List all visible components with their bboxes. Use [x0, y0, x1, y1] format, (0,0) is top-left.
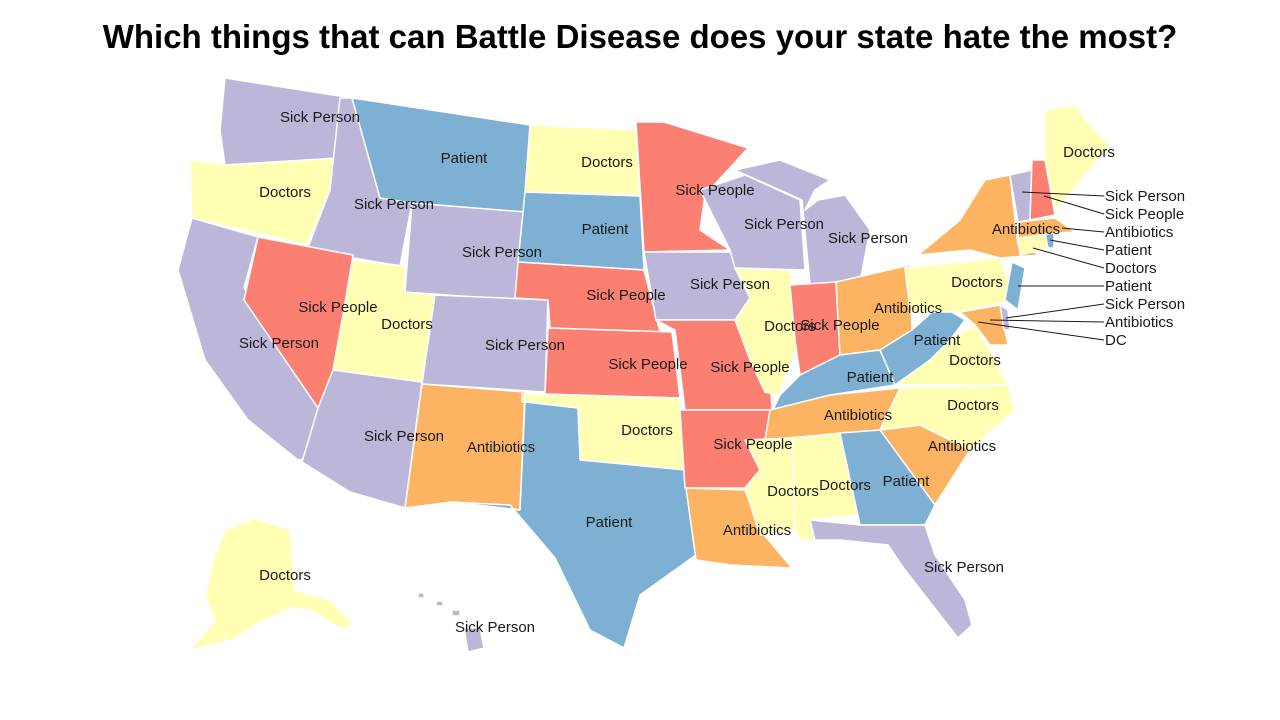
- state-label-LA: Antibiotics: [723, 522, 791, 539]
- state-TX[interactable]: [451, 401, 697, 649]
- state-label-MA: Antibiotics: [1105, 224, 1173, 241]
- state-label-TX: Patient: [586, 514, 634, 531]
- state-label-AK: Doctors: [259, 567, 311, 584]
- state-NJ[interactable]: [1004, 261, 1026, 311]
- state-AK[interactable]: [189, 517, 356, 651]
- state-FL[interactable]: [809, 519, 973, 639]
- state-shapes: [177, 77, 1111, 653]
- state-label-OR: Doctors: [259, 184, 311, 201]
- state-NY[interactable]: [917, 174, 1041, 259]
- state-label-MO: Sick People: [710, 359, 789, 376]
- state-label-WV: Patient: [914, 332, 962, 349]
- state-label-PA: Doctors: [951, 274, 1003, 291]
- state-ME[interactable]: [1044, 104, 1111, 211]
- state-PA[interactable]: [904, 257, 1016, 313]
- state-label-MI: Sick Person: [828, 230, 908, 247]
- state-label-GA: Patient: [883, 473, 931, 490]
- state-label-MS: Doctors: [767, 483, 819, 500]
- state-label-IA: Sick Person: [690, 276, 770, 293]
- state-label-MT: Patient: [441, 150, 489, 167]
- state-label-CA: Sick Person: [239, 335, 319, 352]
- state-label-TN: Antibiotics: [824, 407, 892, 424]
- state-label-VA: Doctors: [949, 352, 1001, 369]
- state-MD[interactable]: [959, 304, 1009, 346]
- state-label-NY: Antibiotics: [992, 221, 1060, 238]
- state-label-HI: Sick Person: [455, 619, 535, 636]
- state-label-UT: Doctors: [381, 316, 433, 333]
- state-label-NE: Sick People: [586, 287, 665, 304]
- state-label-FL: Sick Person: [924, 559, 1004, 576]
- state-label-RI: Patient: [1105, 242, 1153, 259]
- state-label-MN: Sick People: [675, 182, 754, 199]
- state-HI[interactable]: [417, 592, 485, 653]
- state-label-AR: Sick People: [713, 436, 792, 453]
- state-WV[interactable]: [879, 304, 966, 386]
- state-label-NV: Sick People: [298, 299, 377, 316]
- state-label-ME: Doctors: [1063, 144, 1115, 161]
- state-label-AZ: Sick Person: [364, 428, 444, 445]
- state-label-KS: Sick People: [608, 356, 687, 373]
- state-label-WA: Sick Person: [280, 109, 360, 126]
- state-label-ID: Sick Person: [354, 196, 434, 213]
- state-label-OH: Antibiotics: [874, 300, 942, 317]
- state-label-SC: Antibiotics: [928, 438, 996, 455]
- state-label-DC: DC: [1105, 332, 1127, 349]
- state-label-IL: Doctors: [764, 318, 816, 335]
- state-label-DE: Sick Person: [1105, 296, 1185, 313]
- state-label-WI: Sick Person: [744, 216, 824, 233]
- state-label-CO: Sick Person: [485, 337, 565, 354]
- state-label-OK: Doctors: [621, 422, 673, 439]
- state-label-AL: Doctors: [819, 477, 871, 494]
- state-label-NJ: Patient: [1105, 278, 1153, 295]
- page-title: Which things that can Battle Disease doe…: [102, 18, 1178, 55]
- state-label-MD: Antibiotics: [1105, 314, 1173, 331]
- state-NH[interactable]: [1029, 159, 1056, 221]
- leader-lines: [977, 191, 1105, 341]
- state-label-ND: Doctors: [581, 154, 633, 171]
- state-MI[interactable]: [734, 159, 871, 286]
- state-label-NM: Antibiotics: [467, 439, 535, 456]
- state-label-SD: Patient: [582, 221, 630, 238]
- state-DE[interactable]: [999, 304, 1011, 331]
- state-label-VT: Sick Person: [1105, 188, 1185, 205]
- state-label-CT: Doctors: [1105, 260, 1157, 277]
- state-label-NH: Sick People: [1105, 206, 1184, 223]
- state-label-KY: Patient: [847, 369, 895, 386]
- state-label-IN: Sick People: [800, 317, 879, 334]
- state-label-WY: Sick Person: [462, 244, 542, 261]
- state-label-NC: Doctors: [947, 397, 999, 414]
- state-MA[interactable]: [1017, 217, 1076, 239]
